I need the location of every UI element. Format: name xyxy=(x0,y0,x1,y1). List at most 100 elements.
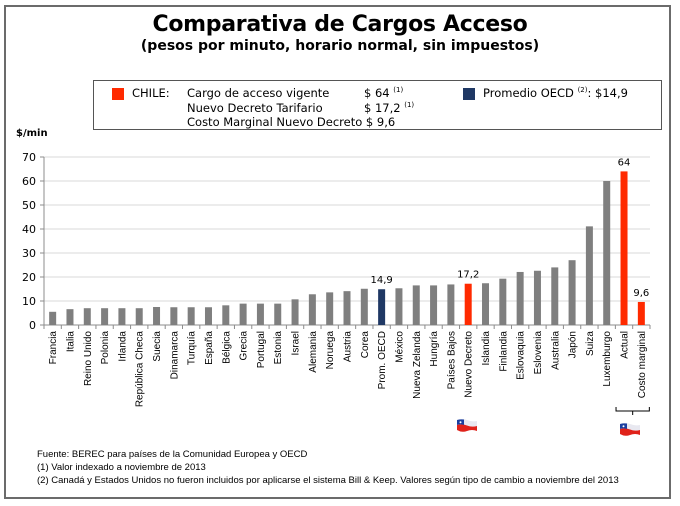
x-tick-label: Eslovaquia xyxy=(516,331,527,380)
x-tick-label: México xyxy=(394,331,405,363)
x-tick-label: Islandia xyxy=(481,331,492,366)
bracket-line xyxy=(615,407,650,415)
bar-islandia xyxy=(482,283,490,325)
bar-alemania xyxy=(308,294,316,325)
x-tick-label: Prom. OECD xyxy=(377,331,388,389)
data-labels: 14,9 17,2 64 9,6 xyxy=(370,157,649,299)
chart-subtitle: (pesos por minuto, horario normal, sin i… xyxy=(140,38,540,54)
bar-suecia xyxy=(153,307,161,325)
data-label: 64 xyxy=(618,157,631,168)
x-tick-label: Eslovenia xyxy=(533,331,544,375)
bar-república-checa xyxy=(135,308,143,325)
bar-francia xyxy=(49,311,57,325)
bar-finlandia xyxy=(499,278,507,325)
y-tick-label: 60 xyxy=(22,175,36,188)
x-tick-label: Japón xyxy=(568,331,579,358)
legend-row-2-value: $ 17,2 (1) xyxy=(364,101,414,115)
bar-eslovenia xyxy=(533,270,541,325)
x-tick-label: Dinamarca xyxy=(169,331,180,380)
x-tick-label: Países Bajos xyxy=(446,331,457,389)
x-tick-label: Suecia xyxy=(152,331,163,362)
legend-row-2-amount: $ 17,2 xyxy=(364,101,401,115)
footer-note-1: (1) Valor indexado a noviembre de 2013 xyxy=(37,462,206,473)
legend-row-1-note: (1) xyxy=(393,86,404,94)
bar-austria xyxy=(343,291,351,325)
x-tick-label: Grecia xyxy=(239,331,250,361)
legend-row-1-value: $ 64 (1) xyxy=(364,86,403,100)
bar-nuevo-decreto xyxy=(464,283,472,325)
legend-oecd-note: (2) xyxy=(577,86,588,94)
x-tick-label: Portugal xyxy=(256,331,267,368)
x-tick-label: Israel xyxy=(291,331,302,355)
slide-frame xyxy=(4,5,671,499)
x-tick-label: Alemania xyxy=(308,331,319,373)
bar-estonia xyxy=(274,303,282,325)
x-tick-label: Estonia xyxy=(273,331,284,365)
bar-dinamarca xyxy=(170,307,178,325)
legend-swatch-chile xyxy=(112,88,124,100)
actual-marginal-bracket xyxy=(615,407,650,415)
y-tick-label: 0 xyxy=(29,319,36,332)
chile-flag-icon xyxy=(457,419,477,432)
footer-source: Fuente: BEREC para países de la Comunida… xyxy=(37,449,308,460)
bar-portugal xyxy=(256,303,264,325)
bar-prom-oecd xyxy=(378,289,386,325)
bar-bélgica xyxy=(222,305,230,325)
legend-row-3-text: Costo Marginal Nuevo Decreto xyxy=(187,115,363,129)
x-tick-label: Noruega xyxy=(325,331,336,370)
bar-irlanda xyxy=(118,308,126,325)
legend-swatch-oecd xyxy=(463,88,475,100)
footer-note-2: (2) Canadá y Estados Unidos no fueron in… xyxy=(37,475,619,486)
bar-eslovaquia xyxy=(516,271,524,325)
x-tick-label: Austria xyxy=(343,331,354,363)
x-tick-label: Italia xyxy=(65,331,76,353)
x-tick-label: Irlanda xyxy=(117,331,128,362)
legend-oecd: Promedio OECD (2): $14,9 xyxy=(483,86,628,100)
y-axis-label: $/min xyxy=(16,128,48,139)
legend-row-1-amount: $ 64 xyxy=(364,86,390,100)
x-tick-label: Polonia xyxy=(100,331,111,365)
chile-flag-icon xyxy=(620,423,640,436)
x-tick-label: Francia xyxy=(48,331,59,365)
x-tick-label: Actual xyxy=(620,331,631,359)
legend-row-3-amount: $ 9,6 xyxy=(365,115,396,129)
legend-oecd-label: Promedio OECD xyxy=(483,86,574,100)
x-tick-label: Nueva Zelanda xyxy=(412,331,423,399)
bar-países-bajos xyxy=(447,284,455,325)
legend-oecd-value: : $14,9 xyxy=(587,86,628,100)
y-tick-label: 10 xyxy=(22,295,36,308)
x-tick-label: Bélgica xyxy=(221,331,232,364)
x-tick-label: Corea xyxy=(360,331,371,359)
y-tick-label: 70 xyxy=(22,151,36,164)
chart-title: Comparativa de Cargos Acceso xyxy=(152,12,528,37)
bar-hungría xyxy=(430,285,438,325)
bar-japón xyxy=(568,260,576,325)
x-tick-label: Finlandia xyxy=(498,331,509,372)
bar-turquía xyxy=(187,307,195,325)
x-tick-label: Australia xyxy=(550,331,561,370)
bar-méxico xyxy=(395,288,403,325)
bar-australia xyxy=(551,267,559,325)
bar-corea xyxy=(360,288,368,325)
y-tick-label: 50 xyxy=(22,199,36,212)
data-label: 17,2 xyxy=(457,270,479,281)
bar-españa xyxy=(204,307,212,325)
legend-row-2-note: (1) xyxy=(404,101,415,109)
x-tick-label: Suiza xyxy=(585,331,596,356)
legend: CHILE: Cargo de acceso vigente $ 64 (1) … xyxy=(93,80,662,130)
bar-costo-marginal xyxy=(637,301,645,325)
bar-actual xyxy=(620,171,628,325)
data-label: 14,9 xyxy=(370,275,392,286)
y-tick-label: 20 xyxy=(22,271,36,284)
x-tick-label: República Checa xyxy=(135,331,146,408)
bar-luxemburgo xyxy=(603,181,611,325)
bar-noruega xyxy=(326,292,334,325)
footer-notes: Fuente: BEREC para países de la Comunida… xyxy=(37,448,619,487)
bar-reino-unido xyxy=(83,308,91,325)
x-tick-label: Costo marginal xyxy=(637,331,648,398)
x-tick-label: Reino Unido xyxy=(83,331,94,386)
x-tick-label: Turquía xyxy=(187,331,198,366)
bar-italia xyxy=(66,309,74,325)
bar-nueva-zelanda xyxy=(412,285,420,325)
